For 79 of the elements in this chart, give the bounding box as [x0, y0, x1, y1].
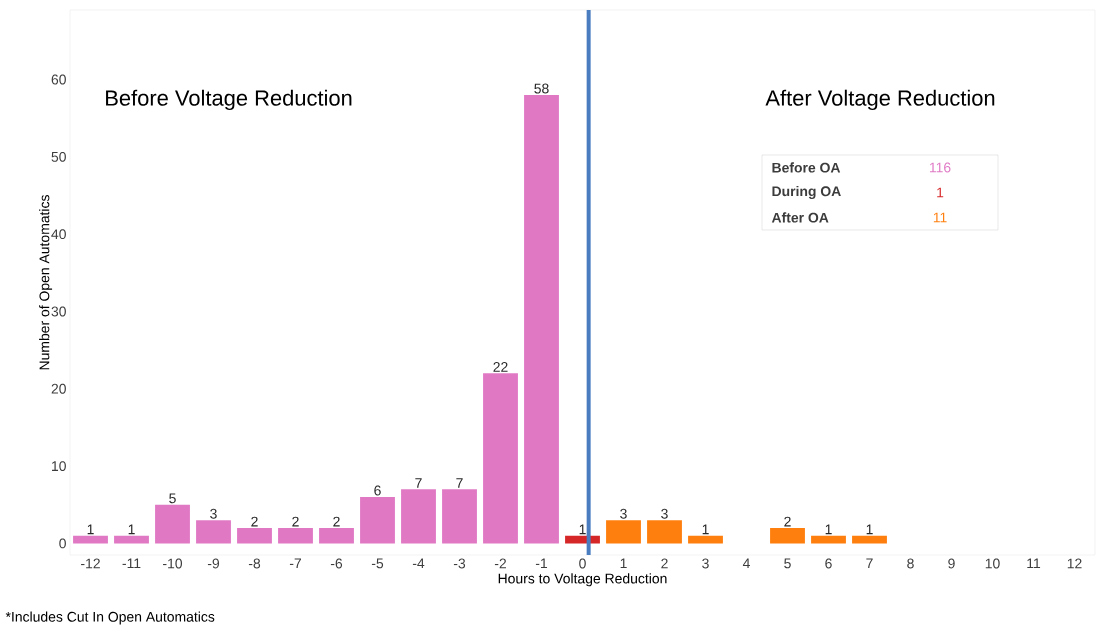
x-tick-label: -6 [330, 558, 343, 569]
bar [811, 535, 846, 544]
data-label: 7 [415, 478, 422, 488]
bar [196, 520, 231, 544]
annotation: After OA [771, 212, 829, 223]
x-tick-label: -1 [535, 558, 548, 569]
x-tick-label: 2 [661, 558, 668, 569]
annotation: During OA [772, 185, 841, 200]
x-tick-label: -2 [494, 558, 506, 569]
data-label: 1 [87, 524, 94, 535]
data-label: 1 [579, 524, 586, 535]
x-tick-label: 3 [702, 558, 709, 569]
x-tick-label: 8 [907, 558, 914, 569]
y-tick-label: 0 [59, 538, 66, 549]
data-label: 7 [456, 478, 463, 488]
x-tick-label: -9 [207, 558, 220, 569]
data-label: 5 [169, 493, 176, 504]
x-tick-label: -3 [453, 558, 466, 569]
x-tick-label: 12 [1067, 558, 1082, 569]
x-tick-label: -7 [289, 558, 302, 569]
x-tick-label: 11 [1027, 558, 1041, 569]
data-label: 3 [620, 508, 627, 519]
data-label: 2 [333, 516, 340, 527]
data-label: 3 [661, 508, 668, 519]
data-label: 22 [493, 362, 508, 372]
bar [770, 527, 805, 544]
x-tick-label: 6 [825, 558, 832, 569]
y-tick-label: 30 [51, 306, 66, 317]
bar [278, 527, 313, 544]
data-label: 2 [292, 516, 299, 527]
y-tick-label: 10 [52, 461, 66, 472]
annotation: 116 [929, 162, 951, 173]
bar [524, 95, 559, 544]
data-label: 2 [784, 516, 791, 527]
bar [73, 535, 108, 544]
bar [483, 373, 518, 544]
data-label: 1 [128, 524, 135, 535]
data-label: 1 [702, 524, 709, 535]
bar [688, 535, 723, 544]
x-tick-label: 9 [948, 558, 955, 569]
bar [237, 527, 272, 544]
annotation: Before Voltage Reduction [106, 89, 352, 111]
x-tick-label: -10 [163, 558, 183, 569]
data-label: 3 [210, 508, 217, 519]
annotation: Before OA [772, 162, 841, 173]
y-tick-label: 20 [51, 383, 66, 394]
y-tick-label: 50 [51, 151, 66, 162]
x-tick-label: -8 [248, 558, 261, 569]
bar [442, 489, 477, 544]
bar [114, 535, 149, 544]
bar [401, 489, 436, 544]
x-tick-label: 5 [784, 558, 791, 569]
annotation: After Voltage Reduction [765, 89, 995, 111]
data-label: 2 [251, 516, 258, 527]
x-tick-label: 0 [579, 558, 586, 569]
bar [155, 504, 190, 544]
data-label: 6 [374, 485, 381, 496]
bar [852, 535, 887, 544]
bar [319, 527, 354, 544]
x-tick-label: -11 [122, 558, 141, 569]
x-tick-label: 10 [985, 558, 1000, 569]
data-label: 1 [825, 524, 832, 535]
y-tick-label: 60 [51, 74, 66, 85]
annotation: 11 [933, 212, 947, 223]
x-axis-title: Hours to Voltage Reduction [498, 573, 667, 587]
x-tick-label: 4 [742, 558, 750, 569]
data-label: 1 [866, 524, 873, 535]
annotation: 1 [937, 187, 944, 198]
x-tick-label: -5 [371, 558, 384, 569]
text: *Includes Cut In Open Automatics [5, 611, 215, 625]
data-label: 58 [534, 83, 549, 94]
x-tick-label: 7 [866, 558, 873, 569]
x-tick-label: 1 [620, 558, 627, 569]
y-tick-label: 40 [51, 229, 66, 240]
x-tick-label: -4 [412, 558, 425, 569]
bar [606, 520, 641, 544]
bar [360, 497, 395, 544]
bar [647, 520, 682, 544]
x-tick-label: -12 [81, 558, 100, 569]
